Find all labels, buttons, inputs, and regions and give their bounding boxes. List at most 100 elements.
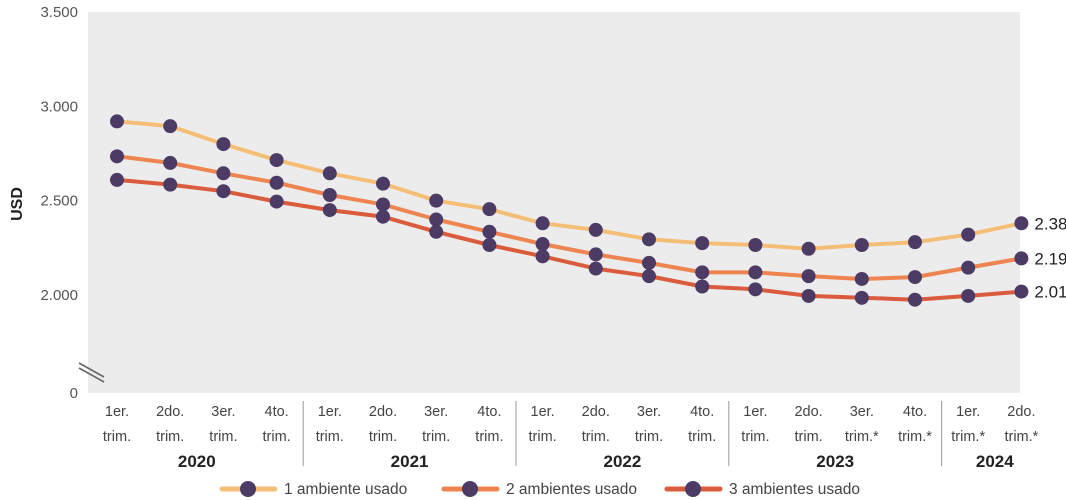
- axis-break-line: [78, 362, 105, 378]
- data-point: [110, 114, 124, 129]
- legend-label: 3 ambientes usado: [729, 481, 860, 498]
- data-point: [642, 232, 656, 247]
- data-point: [269, 175, 284, 190]
- x-tick-label: 1er.: [956, 404, 980, 420]
- year-label: 2022: [603, 452, 641, 471]
- data-point: [961, 288, 976, 303]
- data-point: [376, 197, 390, 212]
- data-point: [163, 177, 178, 192]
- x-tick-label: trim.: [209, 429, 237, 445]
- data-point: [642, 255, 656, 270]
- x-tick-label: trim.: [795, 429, 823, 445]
- data-point: [588, 247, 603, 262]
- data-point: [1014, 251, 1029, 266]
- x-tick-label: trim.: [103, 429, 131, 445]
- x-tick-label: 2do.: [794, 404, 822, 420]
- x-tick-label: trim.: [316, 429, 344, 445]
- data-point: [163, 119, 178, 134]
- year-label: 2020: [178, 452, 216, 471]
- data-point: [163, 155, 178, 170]
- data-point: [695, 279, 710, 294]
- x-tick-label: 4to.: [477, 404, 501, 420]
- legend-marker: [685, 481, 701, 497]
- x-tick-label: 4to.: [903, 404, 927, 420]
- axis-break-line: [78, 367, 105, 383]
- y-tick-label: 2.500: [40, 193, 78, 210]
- legend-label: 1 ambiente usado: [284, 481, 407, 498]
- data-point: [110, 172, 124, 187]
- series-lines: [115, 119, 1024, 302]
- data-point: [801, 241, 816, 256]
- x-tick-label: 1er.: [743, 404, 767, 420]
- end-value-label: 2.380: [1034, 214, 1066, 233]
- data-point: [535, 249, 550, 264]
- x-tick-label: trim.: [475, 429, 503, 445]
- x-tick-label: 2do.: [369, 404, 397, 420]
- data-point: [908, 235, 922, 250]
- data-point: [801, 269, 816, 284]
- y-tick-label: 3.500: [40, 4, 78, 21]
- data-point: [322, 166, 337, 181]
- x-tick-label: 4to.: [690, 404, 714, 420]
- year-label: 2023: [816, 452, 854, 471]
- axis-break-icon: [78, 362, 105, 383]
- y-axis-label: USD: [9, 187, 26, 221]
- data-point: [322, 188, 337, 203]
- end-value-label: 2.018: [1034, 283, 1066, 302]
- data-point: [216, 166, 231, 181]
- series-line: [115, 119, 1024, 251]
- x-tick-label: 3er.: [211, 404, 235, 420]
- data-point: [854, 271, 869, 286]
- data-point: [216, 137, 231, 152]
- data-point: [269, 153, 284, 168]
- x-tick-label: 3er.: [424, 404, 448, 420]
- data-point: [748, 282, 763, 297]
- x-tick-label: 2do.: [156, 404, 184, 420]
- data-point: [854, 290, 869, 305]
- year-label: 2024: [976, 452, 1014, 471]
- data-point: [1014, 216, 1029, 231]
- data-point: [482, 238, 497, 253]
- x-tick-label: trim.: [156, 429, 184, 445]
- x-tick-label: trim.: [635, 429, 663, 445]
- legend-marker: [240, 481, 256, 497]
- data-point: [535, 216, 550, 231]
- data-point: [961, 260, 976, 275]
- year-label: 2021: [391, 452, 429, 471]
- data-point: [429, 193, 444, 208]
- x-tick-label: 1er.: [318, 404, 342, 420]
- plot-area: [88, 12, 1020, 393]
- legend: 1 ambiente usado 2 ambientes usado 3 ambie…: [219, 481, 860, 498]
- x-tick-label: trim.: [688, 429, 716, 445]
- data-point: [535, 237, 550, 252]
- data-point: [908, 292, 922, 307]
- x-tick-label: trim.: [529, 429, 557, 445]
- data-point: [376, 176, 390, 191]
- data-point: [961, 227, 976, 242]
- data-point: [748, 238, 763, 253]
- series-points: [110, 114, 1029, 307]
- x-tick-label: trim.: [582, 429, 610, 445]
- x-tick-label: 1er.: [531, 404, 555, 420]
- data-point: [854, 238, 869, 253]
- x-tick-label: trim.: [263, 429, 291, 445]
- data-point: [588, 222, 603, 237]
- y-tick-label: 2.000: [40, 287, 78, 304]
- data-point: [322, 203, 337, 218]
- legend-marker: [462, 481, 478, 497]
- series-line: [115, 177, 1024, 302]
- x-axis: 1er. trim. 2do. trim. 3er. trim. 4to. trim. 1er.…: [103, 401, 1039, 471]
- data-point: [1014, 284, 1029, 299]
- x-tick-label: trim.: [422, 429, 450, 445]
- x-tick-label: 1er.: [105, 404, 129, 420]
- x-tick-label: 4to.: [265, 404, 289, 420]
- data-point: [269, 194, 284, 209]
- x-tick-label: trim.*: [951, 429, 985, 445]
- data-point: [908, 270, 922, 285]
- y-axis: 3.500 3.000 2.500 2.000 0: [40, 4, 78, 402]
- data-point: [482, 224, 497, 239]
- data-point: [642, 269, 656, 284]
- y-tick-label: 0: [70, 385, 78, 402]
- data-point: [110, 149, 124, 164]
